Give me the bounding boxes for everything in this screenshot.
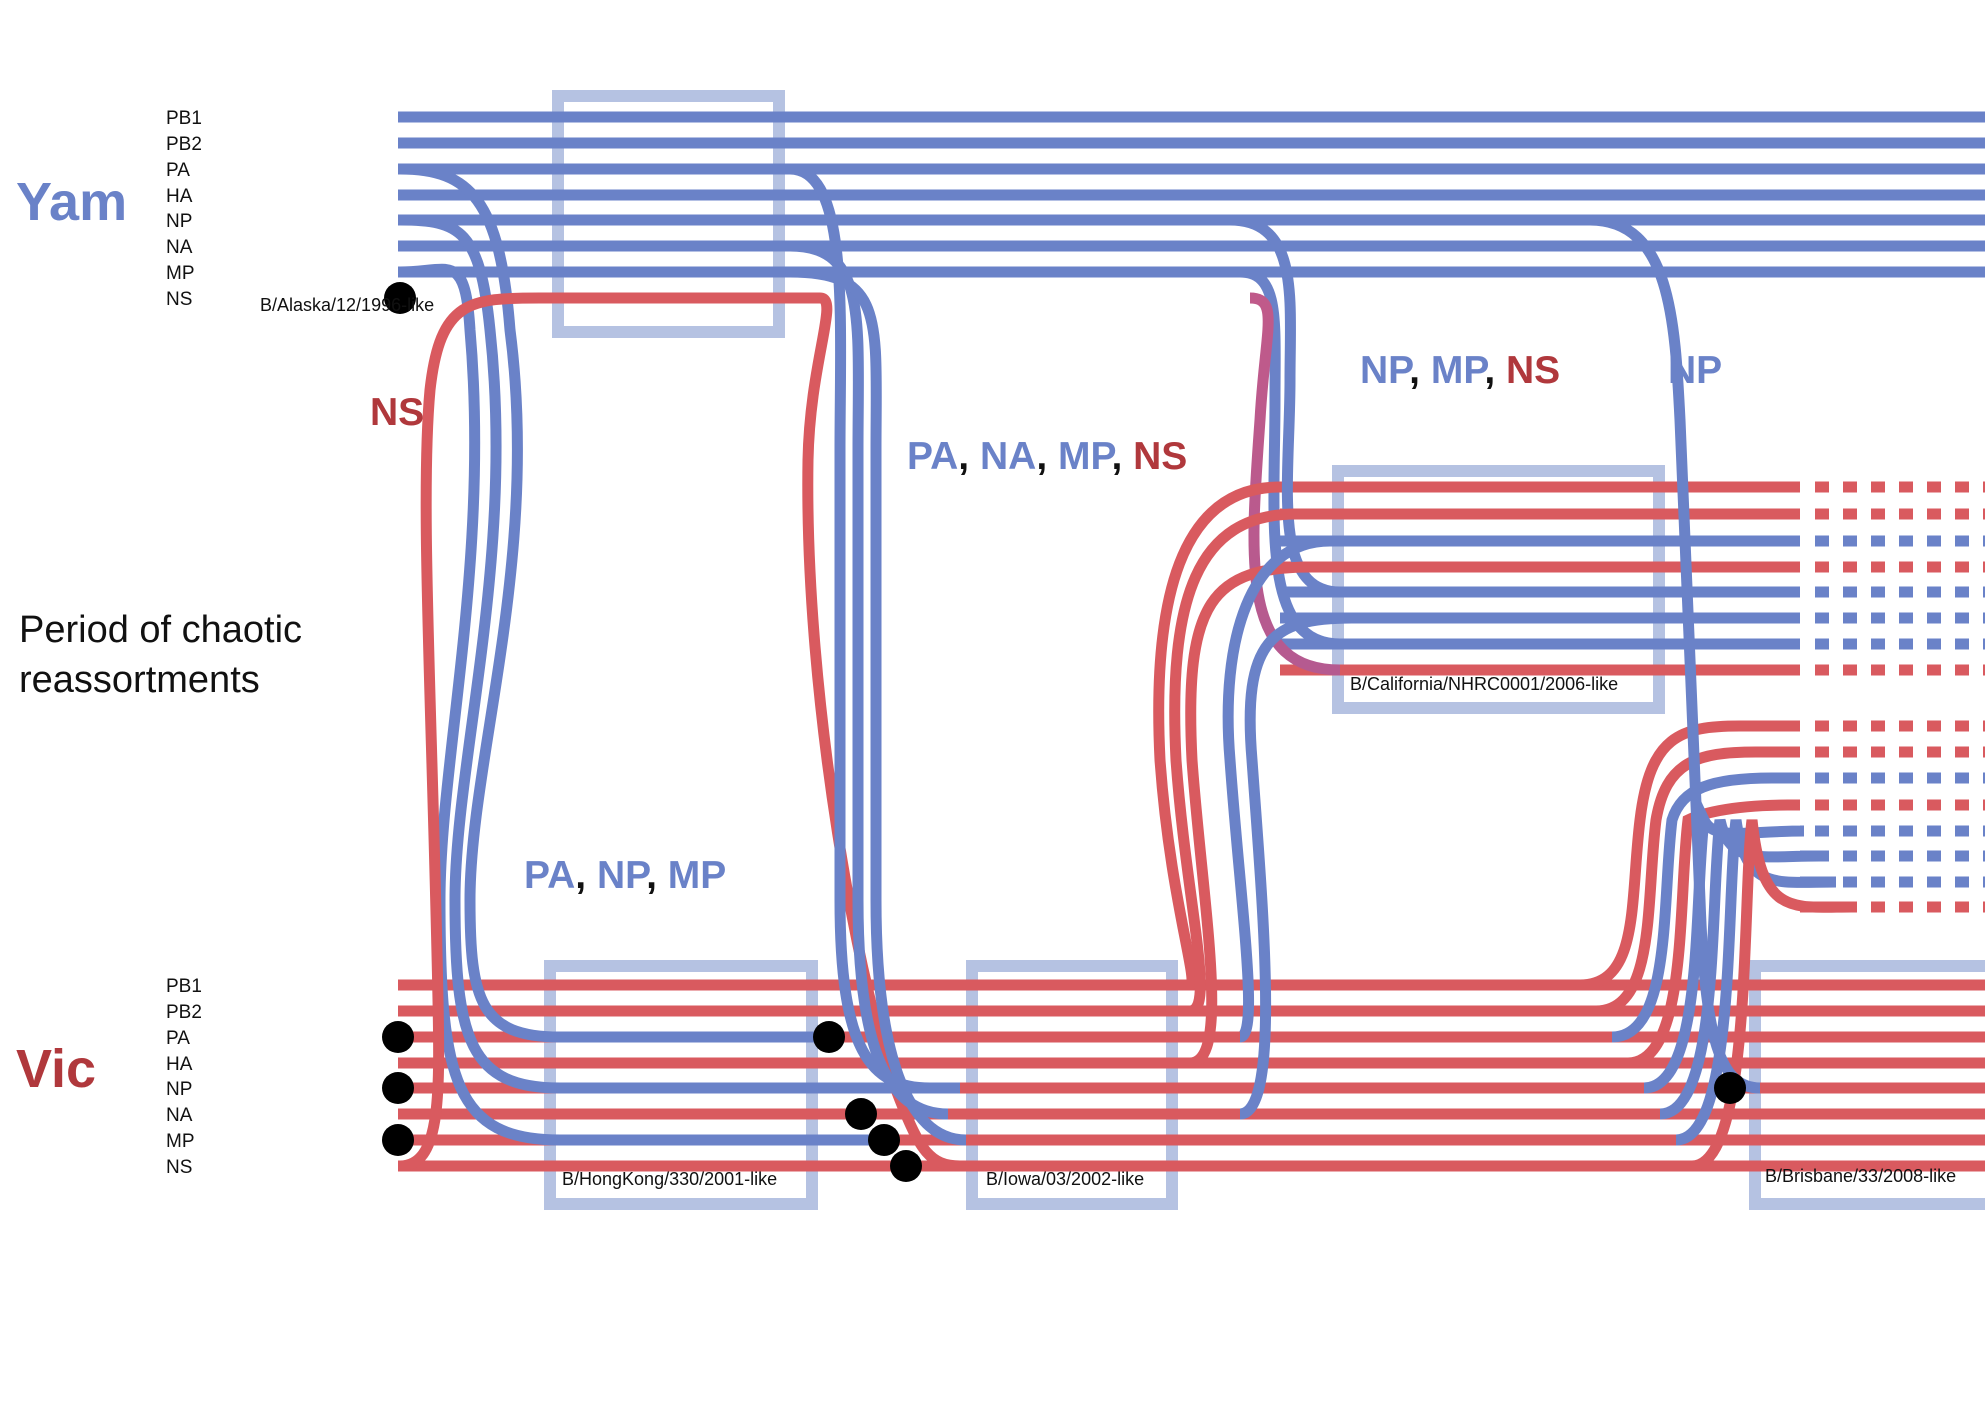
strand-hk-mp [399, 263, 880, 1146]
reassortment-marker [868, 1124, 900, 1156]
strand-brisbane-np-yam [1589, 214, 1761, 1094]
yam-segment-label-ha: HA [166, 186, 193, 207]
annotation-part: NS [1506, 349, 1560, 392]
period-label-line2: reassortments [19, 659, 260, 701]
strand-cal-vic-pb1 [1153, 481, 1281, 991]
lineage-label-vic: Vic [16, 1039, 96, 1099]
annotation-part: , [575, 854, 597, 897]
reassortment-marker [1714, 1072, 1746, 1104]
yam-segment-label-na: NA [166, 237, 193, 258]
strand-brisbane-pb2 [1595, 746, 1800, 1017]
strand-hk-np [399, 214, 960, 1094]
strand-ns-down-iowa [802, 292, 961, 1172]
strand-iowa-mp [789, 266, 967, 1146]
strain-box-label-hongkong: B/HongKong/330/2001-like [562, 1169, 777, 1189]
vic-segment-label-pb1: PB1 [166, 976, 202, 997]
strain-box-label-brisbane: B/Brisbane/33/2008-like [1765, 1166, 1956, 1186]
strain-box-label-alaska: B/Alaska/12/1996-like [260, 295, 434, 315]
annotation-pa-na-mp-ns: PA, NA, MP, NS [907, 435, 1187, 478]
annotation-part: NS [1133, 435, 1187, 478]
annotation-part: MP [1431, 349, 1488, 392]
yam-segment-label-np: NP [166, 211, 192, 232]
reassortment-strands [399, 163, 1853, 1172]
strain-box-label-iowa: B/Iowa/03/2002-like [986, 1169, 1144, 1189]
strand-cal-vic-pb2 [1169, 508, 1297, 1017]
annotation-part: , [1484, 349, 1506, 392]
vic-segment-label-pb2: PB2 [166, 1002, 202, 1023]
strand-brisbane-ha [1627, 799, 1800, 1069]
period-label-line1: Period of chaotic [19, 609, 302, 651]
annotation-part: , [646, 854, 668, 897]
labels: Yam Vic Period of chaotic reassortments … [16, 108, 1956, 1189]
reassortment-markers [382, 282, 1746, 1182]
reassortment-marker [382, 1072, 414, 1104]
annotation-part: , [958, 435, 980, 478]
vic-segment-label-pa: PA [166, 1028, 190, 1049]
annotation-np-mp-ns: NP, MP, NS [1360, 349, 1560, 392]
annotation-pa-np-mp: PA, NP, MP [524, 854, 726, 897]
yam-segment-label-ns: NS [166, 289, 192, 310]
annotation-ns-left: NS [370, 391, 424, 434]
strand-cal-vic-ha [1185, 561, 1313, 1069]
annotation-part: NA [980, 435, 1036, 478]
annotation-np-right: NP [1668, 349, 1722, 392]
yam-segment-label-pa: PA [166, 160, 190, 181]
annotation-part: , [1111, 435, 1133, 478]
strand-iowa-na [789, 240, 949, 1120]
dashed-continuations [1815, 481, 1985, 913]
reassortment-marker [382, 1021, 414, 1053]
vic-segment-label-ns: NS [166, 1157, 192, 1178]
annotation-part: MP [1058, 435, 1115, 478]
vic-segment-label-np: NP [166, 1079, 192, 1100]
annotation-part: NS [370, 391, 424, 434]
lineage-label-yam: Yam [16, 172, 127, 232]
vic-segment-label-ha: HA [166, 1054, 193, 1075]
annotation-part: , [1409, 349, 1431, 392]
annotation-part: NP [1360, 349, 1413, 392]
annotation-part: , [1036, 435, 1058, 478]
strand-cal-yam-pa [1222, 535, 1331, 1043]
annotation-part: NP [597, 854, 650, 897]
strand-cal-yam-na [1238, 612, 1353, 1120]
strand-cal-ns [1248, 292, 1341, 676]
vic-segment-label-na: NA [166, 1105, 193, 1126]
yam-segment-label-pb2: PB2 [166, 134, 202, 155]
strand-brisbane-na [1659, 818, 1821, 1120]
annotation-part: PA [524, 854, 575, 897]
strand-brisbane-mp [1675, 819, 1837, 1146]
annotation-part: NP [1668, 349, 1722, 392]
vic-segment-label-mp: MP [166, 1131, 195, 1152]
reassortment-marker [813, 1021, 845, 1053]
strand-hk-pa [399, 163, 830, 1043]
reassortment-marker [890, 1150, 922, 1182]
reassortment-marker [382, 1124, 414, 1156]
strand-brisbane-pa [1611, 772, 1800, 1043]
strand-brisbane-ns [1690, 819, 1853, 1172]
annotation-part: MP [668, 854, 727, 897]
annotation-part: PA [907, 435, 958, 478]
strand-ns-up [399, 292, 820, 1172]
reassortment-marker [384, 282, 416, 314]
reassortment-marker [845, 1098, 877, 1130]
yam-segment-label-pb1: PB1 [166, 108, 202, 129]
segment-lines [205, 111, 1985, 1172]
strain-box-label-california: B/California/NHRC0001/2006-like [1350, 674, 1618, 694]
yam-segment-label-mp: MP [166, 263, 195, 284]
